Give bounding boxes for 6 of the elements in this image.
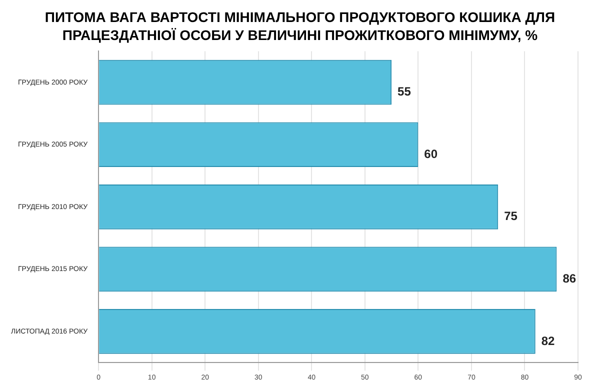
data-label: 75 — [504, 209, 518, 224]
data-label: 82 — [541, 334, 556, 348]
chart-title: ПИТОМА ВАГА ВАРТОСТІ МІНІМАЛЬНОГО ПРОДУКТОВОГО КОШИКА ДЛЯ ПРАЦЕЗДАТНІОЇ ОСОБИ У ВЕЛИЧИНІ ПРОЖИТКОВОГО МІНІМУМУ, % — [44, 8, 556, 44]
data-label: 60 — [424, 146, 438, 161]
data-label: 86 — [562, 271, 576, 286]
data-label: 55 — [398, 84, 412, 99]
